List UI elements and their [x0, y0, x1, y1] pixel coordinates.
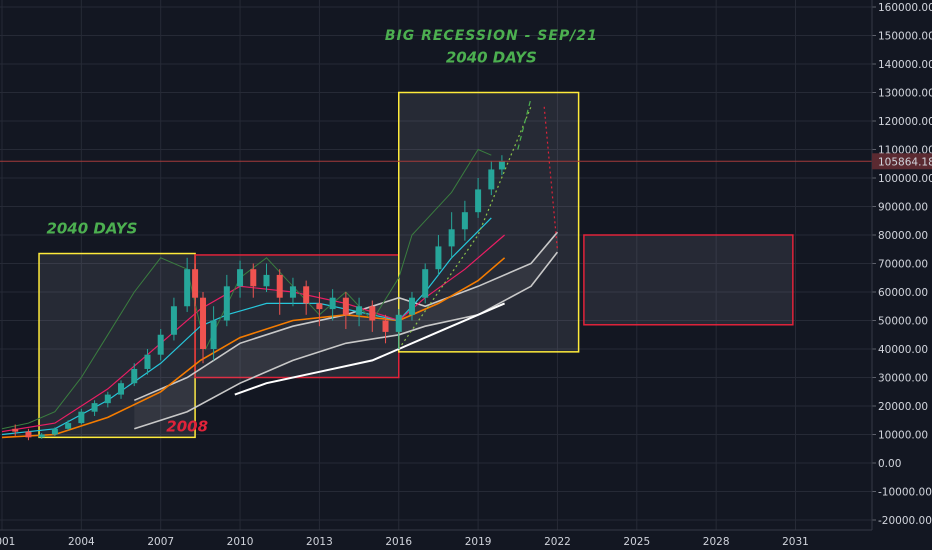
- candle-body: [200, 297, 207, 349]
- candle-body: [25, 431, 32, 438]
- chart-annotation[interactable]: 2040 DAYS: [46, 220, 137, 238]
- y-tick-label: 90000.00: [878, 202, 928, 214]
- y-tick-label: 120000.00: [878, 116, 932, 128]
- orange-moving-average: [1, 257, 506, 439]
- candle-body: [170, 306, 177, 335]
- candle-body: [316, 303, 323, 310]
- chart-annotation[interactable]: BIG RECESSION - SEP/21: [385, 28, 598, 44]
- lagging-span-line: [1, 148, 492, 430]
- candle-body: [263, 274, 270, 287]
- candle-body: [157, 334, 164, 355]
- candle-body: [488, 169, 495, 190]
- price-axis[interactable]: 160000.00 150000.00 140000.00 130000.00 1200…: [871, 0, 932, 530]
- candle-body: [131, 368, 138, 384]
- candle-body: [422, 269, 429, 298]
- candle-body: [342, 297, 349, 315]
- candle-body: [192, 269, 199, 298]
- y-tick-label: 50000.00: [878, 316, 928, 328]
- y-tick-label: 0.00: [878, 458, 901, 470]
- x-tick-label: 2028: [703, 536, 730, 548]
- x-tick-label: 2001: [0, 536, 15, 548]
- candle-body: [78, 411, 85, 424]
- y-tick-label: 150000.00: [878, 31, 932, 43]
- last-price-label: 105864.18: [878, 156, 932, 168]
- y-tick-label: 10000.00: [878, 430, 928, 442]
- candle-body: [223, 286, 230, 321]
- candle-body: [104, 394, 111, 404]
- y-tick-label: 160000.00: [878, 2, 932, 14]
- candle-body: [250, 269, 257, 287]
- candle-body: [408, 297, 415, 315]
- candle-body: [237, 269, 244, 287]
- chart-annotation[interactable]: 2040 DAYS: [446, 49, 537, 67]
- candle-body: [382, 320, 389, 332]
- candle-body: [118, 383, 125, 395]
- candle-body: [395, 314, 402, 332]
- candlestick-series: [12, 155, 505, 441]
- cloud-lower-line: [134, 251, 559, 430]
- candle-body: [369, 306, 376, 321]
- ichimoku-cloud: [134, 232, 558, 429]
- x-tick-label: 2013: [306, 536, 333, 548]
- candle-body: [448, 229, 455, 247]
- projection-dotted-line: [398, 106, 532, 350]
- candle-body: [303, 286, 310, 304]
- candle-body: [210, 320, 217, 349]
- candle-body: [91, 403, 98, 412]
- red-range-box[interactable]: [583, 234, 794, 326]
- candle-body: [435, 246, 442, 270]
- candle-body: [38, 434, 45, 438]
- annotations[interactable]: 2040 DAYS 2008 BIG RECESSION - SEP/21 2040 …: [46, 28, 597, 436]
- y-tick-label: 100000.00: [878, 173, 932, 185]
- x-tick-label: 2025: [623, 536, 650, 548]
- x-tick-label: 2016: [385, 536, 412, 548]
- x-tick-label: 2022: [544, 536, 571, 548]
- x-tick-label: 2007: [147, 536, 174, 548]
- candle-body: [144, 354, 151, 369]
- y-tick-label: -20000.00: [878, 515, 932, 527]
- y-tick-label: 140000.00: [878, 59, 932, 71]
- x-tick-label: 2004: [68, 536, 95, 548]
- time-axis[interactable]: 2001 2004 2007 2010 2013 2016 2019 2022 2025 2028…: [0, 529, 872, 548]
- candle-body: [51, 428, 58, 435]
- candle-body: [356, 306, 363, 315]
- y-tick-label: 80000.00: [878, 230, 928, 242]
- y-tick-label: 20000.00: [878, 401, 928, 413]
- candle-body: [12, 428, 19, 432]
- y-tick-label: 30000.00: [878, 373, 928, 385]
- candle-body: [184, 269, 191, 307]
- x-tick-label: 2010: [227, 536, 254, 548]
- last-price-tag: [872, 153, 932, 170]
- x-tick-label: 2031: [782, 536, 809, 548]
- y-tick-label: 40000.00: [878, 344, 928, 356]
- y-tick-label: 130000.00: [878, 88, 932, 100]
- candle-body: [329, 297, 336, 310]
- candle-body: [475, 189, 482, 213]
- candle-body: [276, 274, 283, 298]
- y-tick-label: 60000.00: [878, 287, 928, 299]
- projection-down-line: [543, 106, 558, 250]
- candle-body: [461, 212, 468, 230]
- y-tick-label: 70000.00: [878, 259, 928, 271]
- x-tick-label: 2019: [465, 536, 492, 548]
- chart-annotation[interactable]: 2008: [166, 418, 208, 436]
- candle-body: [289, 286, 296, 298]
- y-tick-label: -10000.00: [878, 487, 932, 499]
- candle-body: [498, 161, 505, 170]
- candle-body: [65, 423, 72, 429]
